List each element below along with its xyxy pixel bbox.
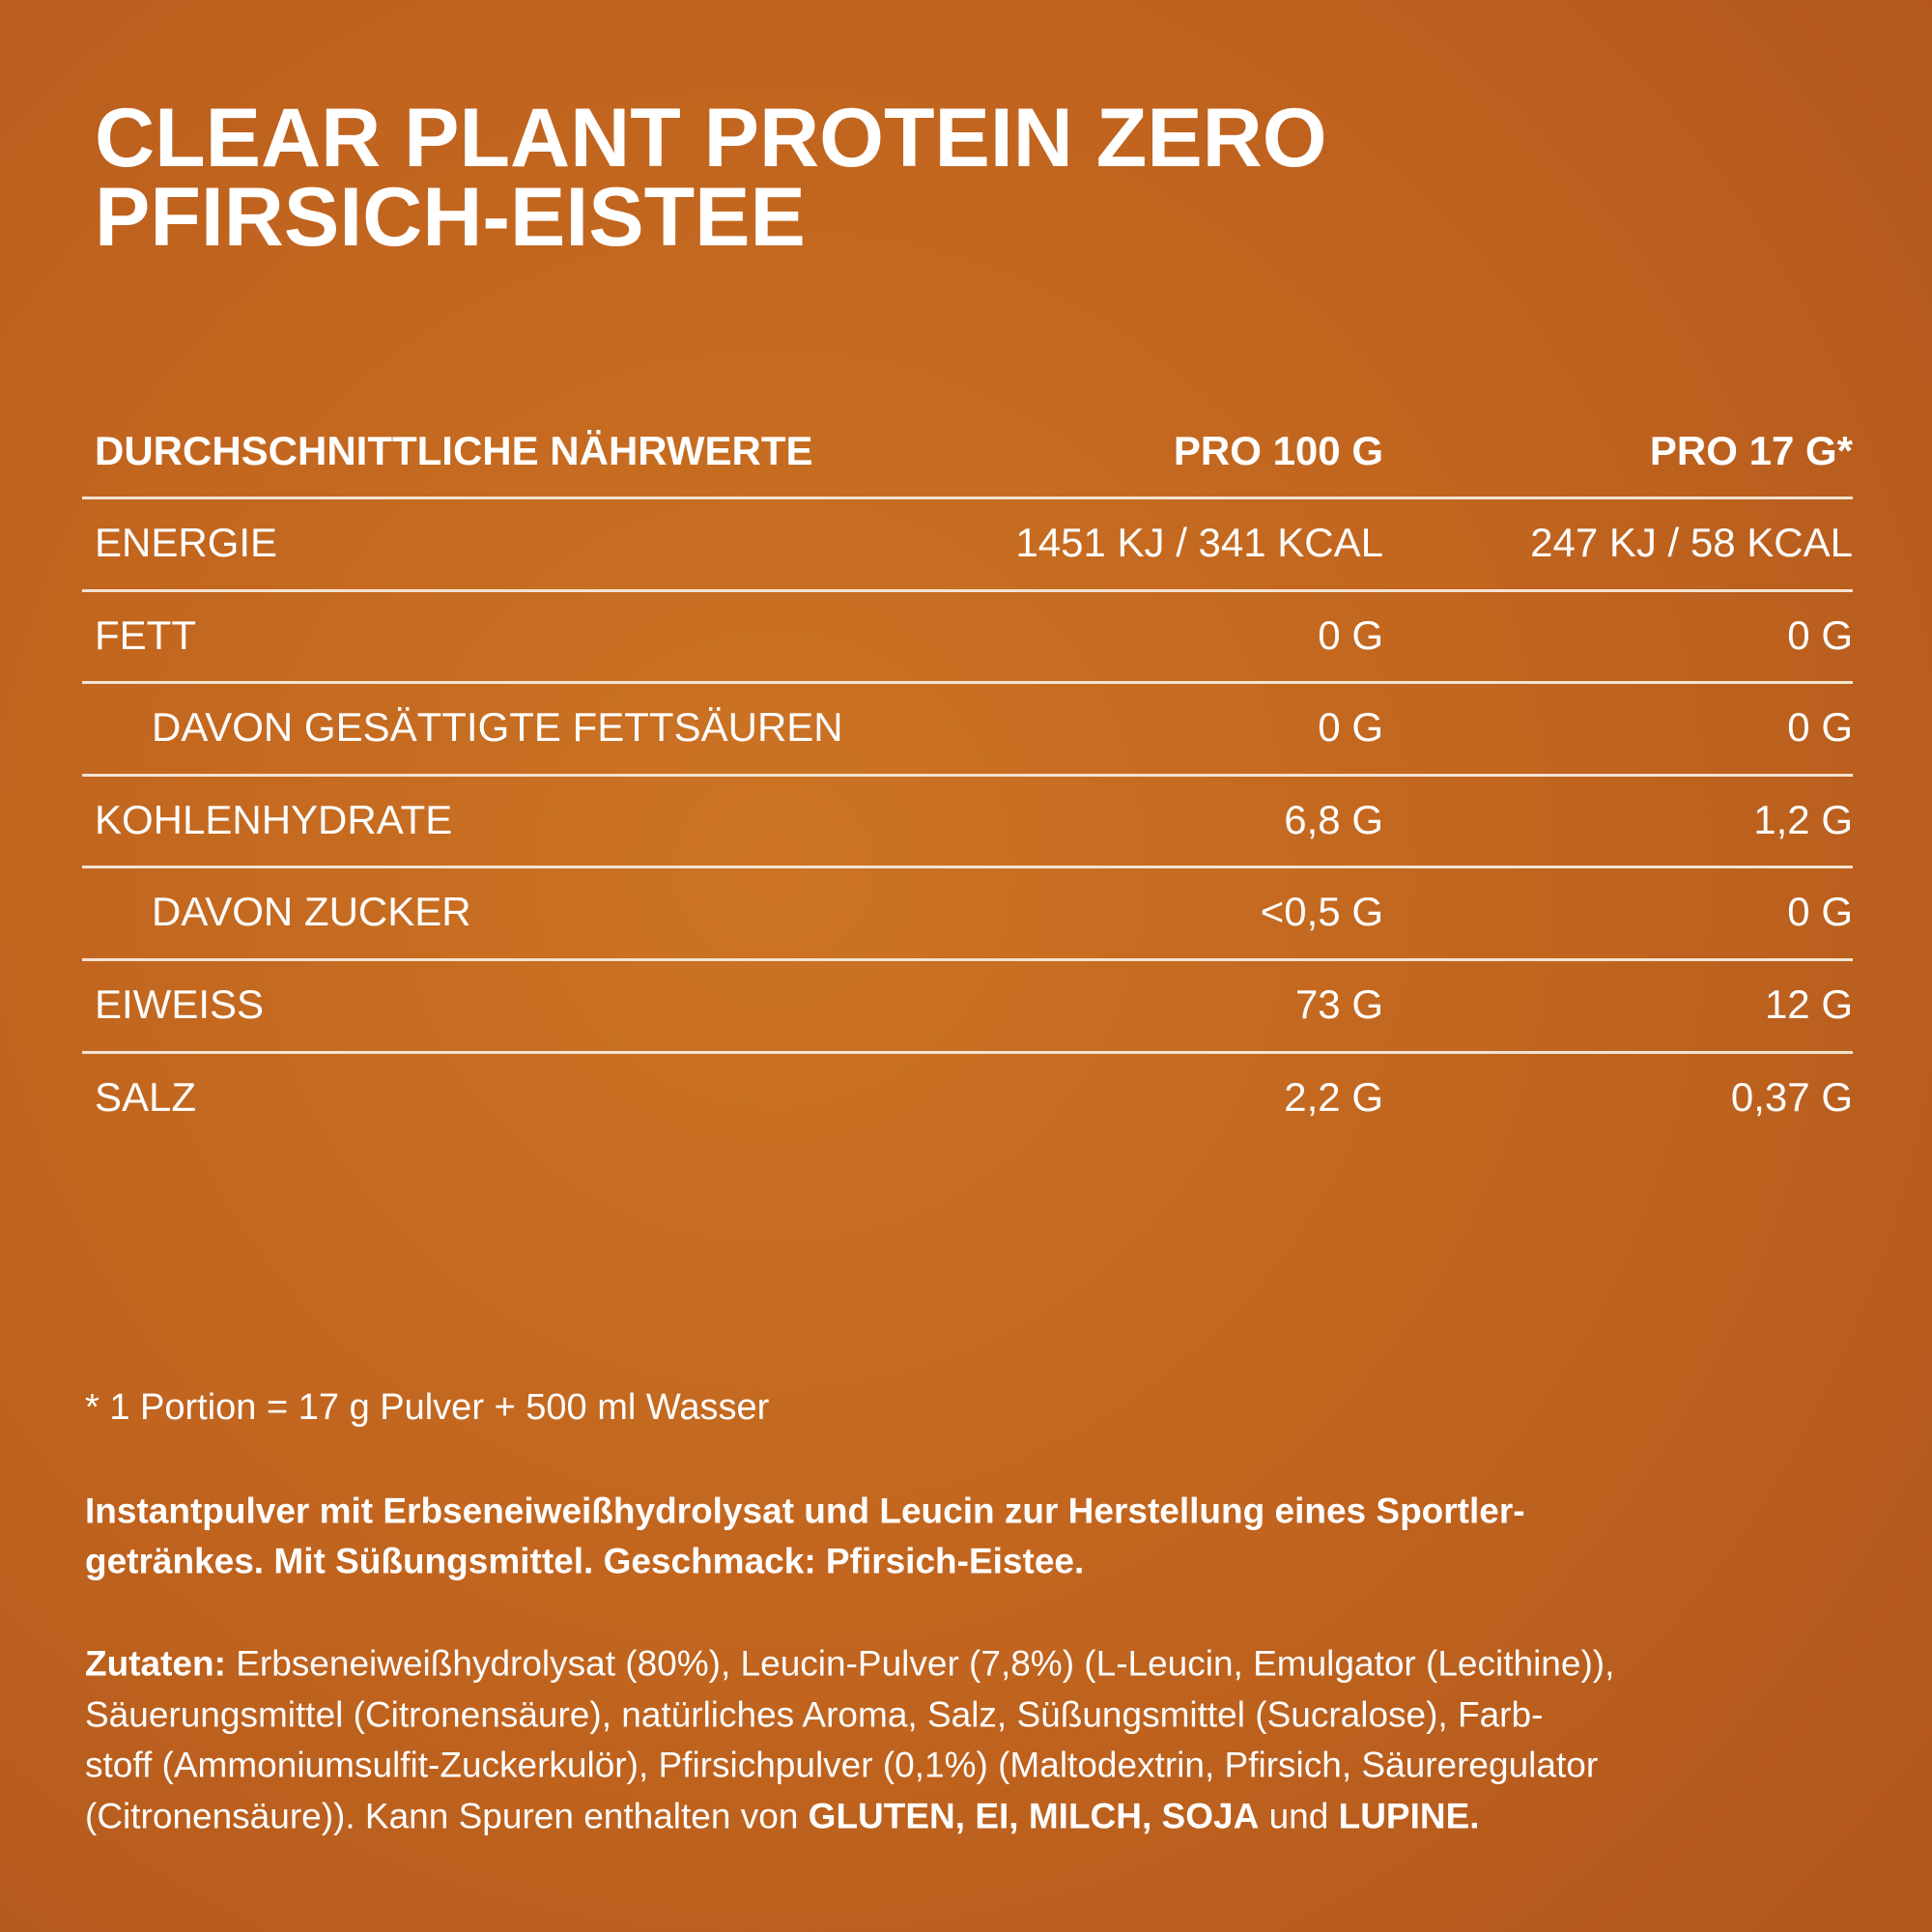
row-value: 247 KJ / 58 KCAL [1530, 520, 1853, 565]
row-label: ENERGIE [95, 520, 278, 565]
row-rule [82, 588, 1853, 592]
row-value: 12 G [1764, 981, 1853, 1027]
ingredients-text: LUPINE. [1338, 1796, 1480, 1835]
description-line: getränkes. Mit Süßungsmittel. Geschmack:… [85, 1541, 1085, 1581]
row-value: 73 G [1294, 981, 1383, 1027]
row-value: 0 G [1318, 704, 1383, 751]
footnote: * 1 Portion = 17 g Pulver + 500 ml Wasse… [85, 1387, 770, 1428]
row-rule [82, 681, 1853, 685]
row-label: SALZ [95, 1073, 197, 1120]
row-label: KOHLENHYDRATE [95, 796, 453, 842]
row-label: EIWEISS [95, 981, 265, 1027]
row-value: 1,2 G [1753, 796, 1853, 842]
row-label: DAVON GESÄTTIGTE FETTSÄUREN [152, 704, 843, 751]
ingredients-text: Zutaten: [85, 1643, 226, 1684]
row-rule [82, 958, 1853, 961]
row-value: 0 G [1787, 704, 1853, 751]
row-rule [82, 497, 1853, 499]
ingredients-line: Säuerungsmittel (Citronensäure), natürli… [85, 1696, 1543, 1732]
ingredients-line: Zutaten: Erbseneiweißhydrolysat (80%), L… [85, 1646, 1614, 1682]
ingredients-text: Säuerungsmittel (Citronensäure), natürli… [85, 1694, 1544, 1734]
row-rule [82, 773, 1853, 777]
column-header: PRO 100 G [1173, 428, 1383, 473]
row-value: 0 G [1787, 611, 1853, 658]
ingredients-text: stoff (Ammoniumsulfit-Zuckerkulör), Pfir… [85, 1745, 1599, 1785]
ingredients-text: und [1259, 1796, 1339, 1835]
row-label: FETT [95, 611, 196, 658]
ingredients-line: stoff (Ammoniumsulfit-Zuckerkulör), Pfir… [85, 1747, 1598, 1783]
row-value: 2,2 G [1284, 1073, 1383, 1120]
title-line: PFIRSICH-EISTEE [95, 171, 806, 264]
column-header: DURCHSCHNITTLICHE NÄHRWERTE [95, 428, 813, 473]
description-line: Instantpulver mit Erbseneiweißhydrolysat… [85, 1491, 1525, 1531]
title-line: CLEAR PLANT PROTEIN ZERO [95, 92, 1327, 185]
ingredients-line: (Citronensäure)). Kann Spuren enthalten … [85, 1798, 1480, 1833]
row-value: 0,37 G [1730, 1073, 1853, 1120]
row-value: 0 G [1787, 889, 1853, 935]
ingredients-text: GLUTEN, EI, MILCH, SOJA [808, 1796, 1260, 1835]
row-value: <0,5 G [1260, 889, 1383, 935]
row-rule [82, 866, 1853, 869]
row-value: 1451 KJ / 341 KCAL [1015, 520, 1383, 565]
column-header: PRO 17 G* [1649, 428, 1853, 473]
row-label: DAVON ZUCKER [152, 889, 471, 935]
row-value: 6,8 G [1284, 796, 1383, 842]
ingredients-text: Erbseneiweißhydrolysat (80%), Leucin-Pul… [225, 1643, 1615, 1684]
ingredients-text: (Citronensäure)). Kann Spuren enthalten … [85, 1796, 809, 1835]
row-value: 0 G [1318, 611, 1383, 658]
row-rule [82, 1050, 1853, 1054]
